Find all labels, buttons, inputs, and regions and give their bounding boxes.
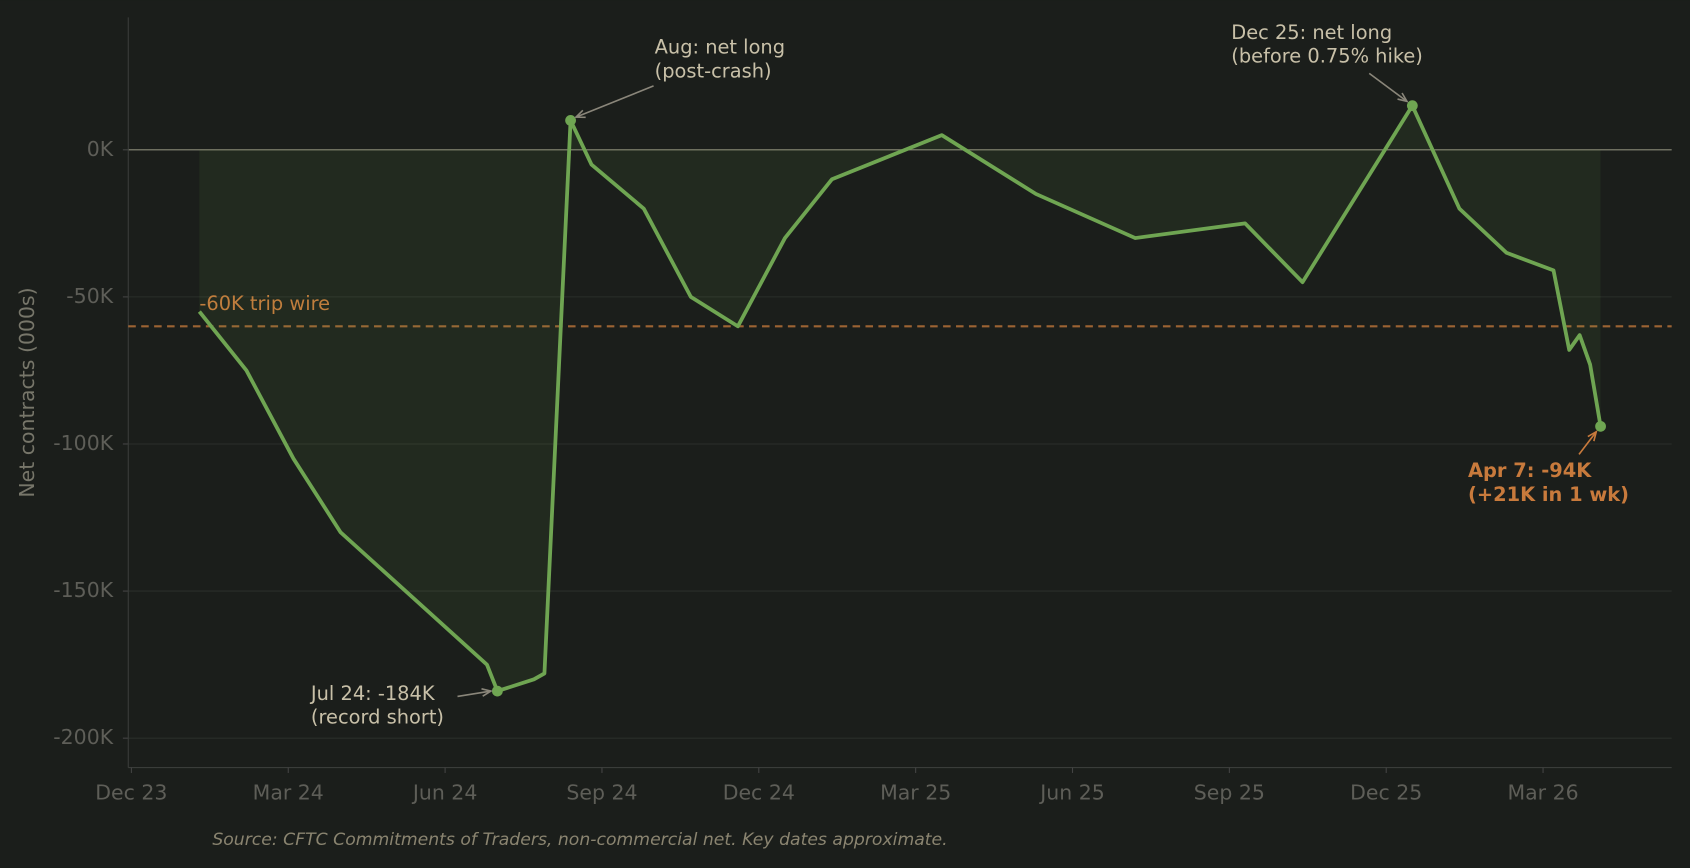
y-axis-label: Net contracts (000s) xyxy=(15,287,39,497)
y-tick-label: -200K xyxy=(53,725,113,749)
highlight-point xyxy=(491,685,503,697)
x-tick-label: Dec 25 xyxy=(1350,780,1422,804)
x-tick-label: Dec 24 xyxy=(723,780,795,804)
source-note: Source: CFTC Commitments of Traders, non… xyxy=(212,830,947,850)
annotation-arrow xyxy=(457,690,492,698)
annotation-arrowhead xyxy=(1397,92,1409,103)
x-tick-label: Jun 24 xyxy=(411,780,478,804)
x-tick-label: Jun 25 xyxy=(1038,780,1105,804)
x-tick-label: Sep 25 xyxy=(1194,780,1265,804)
x-tick-label: Mar 26 xyxy=(1507,780,1578,804)
annotation-arrowhead xyxy=(574,109,586,119)
annotation-text: Aug: net long xyxy=(655,36,785,59)
annotation-text: Apr 7: -94K xyxy=(1468,459,1592,482)
annotation-text: (+21K in 1 wk) xyxy=(1468,483,1629,506)
x-tick-label: Dec 23 xyxy=(95,780,167,804)
x-tick-label: Mar 24 xyxy=(253,780,324,804)
series-line xyxy=(197,103,1603,693)
y-tick-label: -150K xyxy=(53,578,113,602)
annotation-arrowhead xyxy=(1587,430,1598,442)
y-tick-label: -100K xyxy=(53,431,113,455)
annotation-arrowhead xyxy=(481,688,493,697)
threshold-label: -60K trip wire xyxy=(199,292,330,315)
x-tick-label: Mar 25 xyxy=(880,780,951,804)
annotation-text: (before 0.75% hike) xyxy=(1231,45,1423,68)
annotation-text: (post-crash) xyxy=(655,59,772,82)
highlight-point xyxy=(1406,100,1418,112)
annotation-text: Jul 24: -184K xyxy=(310,682,436,705)
annotation-arrow xyxy=(575,85,654,118)
annotation-text: Dec 25: net long xyxy=(1231,21,1392,44)
annotation-arrow xyxy=(1578,431,1597,455)
highlight-point xyxy=(1595,420,1606,432)
annotation-text: (record short) xyxy=(311,706,444,729)
x-tick-label: Sep 24 xyxy=(566,780,637,804)
y-tick-label: -50K xyxy=(66,284,113,308)
y-tick-label: 0K xyxy=(87,137,114,161)
highlight-point xyxy=(565,115,576,126)
annotation-arrow xyxy=(1368,72,1408,103)
